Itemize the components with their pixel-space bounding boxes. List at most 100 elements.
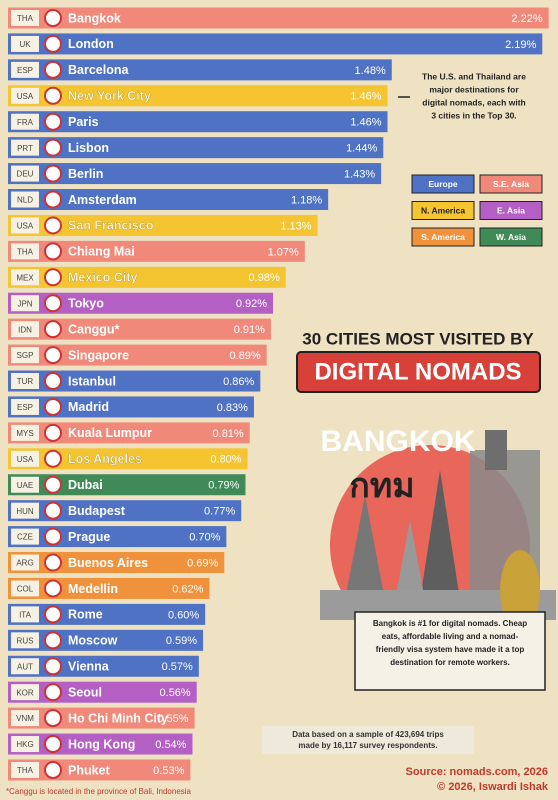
credit: © 2026, Iswardi Ishak: [437, 781, 549, 793]
country-code: CZE: [17, 533, 33, 542]
city-label: Moscow: [68, 634, 118, 648]
flag: [44, 760, 62, 779]
country-code-box: [11, 398, 39, 415]
country-code-box: [11, 632, 39, 649]
country-code: JPN: [17, 299, 32, 308]
flag: [44, 34, 62, 53]
value-label: 0.83%: [217, 402, 248, 414]
country-code-box: [11, 736, 39, 753]
note-box: [262, 726, 474, 754]
city-label: San Francisco: [68, 219, 154, 233]
bar: [8, 85, 388, 107]
value-label: 0.91%: [234, 324, 265, 336]
bar: [8, 344, 267, 366]
value-label: 0.55%: [157, 713, 188, 725]
flag: [44, 60, 62, 79]
country-code: ARG: [16, 559, 33, 568]
country-code-box: [11, 61, 39, 78]
country-code-box: [11, 87, 39, 104]
bar: [8, 526, 227, 548]
feature-text-box: [354, 611, 546, 691]
value-label: 0.86%: [223, 376, 254, 388]
annotation: 3 cities in the Top 30.: [431, 110, 516, 120]
subtitle-box: [296, 351, 541, 393]
flag: [44, 423, 62, 442]
country-code: SGP: [17, 351, 34, 360]
legend-swatch: [411, 227, 475, 247]
legend-swatch: [479, 174, 543, 194]
city-label: Seoul: [68, 685, 102, 699]
flag: [44, 449, 62, 468]
country-code: USA: [17, 455, 34, 464]
city-label: Mexico City: [68, 271, 138, 285]
country-code-box: [11, 113, 39, 130]
legend-label: S. America: [421, 232, 465, 242]
bar: [8, 266, 286, 288]
flag: [44, 372, 62, 391]
bar: [8, 500, 242, 522]
city-label: Phuket: [68, 763, 111, 777]
city-label: Medellin: [68, 582, 118, 596]
country-code: UAE: [17, 481, 33, 490]
city-label: Rome: [68, 608, 103, 622]
note: made by 16,117 survey respondents.: [298, 741, 437, 750]
country-code-box: [11, 10, 39, 26]
bar: [8, 7, 549, 29]
country-code: HKG: [16, 740, 33, 749]
flag: [44, 164, 62, 183]
feature-title: BANGKOK: [321, 425, 476, 458]
source: Source: nomads.com, 2026: [406, 766, 548, 778]
feature-text: Bangkok is #1 for digital nomads. Cheap: [373, 619, 527, 628]
flag: [44, 709, 62, 728]
country-code-box: [11, 684, 39, 701]
flag: [44, 605, 62, 624]
legend-swatch: [479, 227, 543, 247]
value-label: 0.79%: [208, 480, 239, 492]
country-code: THA: [17, 247, 34, 256]
flag: [44, 112, 62, 131]
value-label: 2.19%: [505, 39, 536, 51]
legend-label: Europe: [428, 179, 458, 189]
bar: [8, 552, 225, 574]
value-label: 0.57%: [162, 661, 193, 673]
country-code: AUT: [17, 662, 33, 671]
value-label: 0.59%: [166, 635, 197, 647]
value-label: 0.98%: [249, 272, 280, 284]
chart-title: 30 CITIES MOST VISITED BY: [302, 329, 534, 348]
country-code: MEX: [16, 273, 34, 282]
flag: [44, 683, 62, 702]
city-label: Hong Kong: [68, 737, 135, 751]
country-code: IDN: [18, 325, 32, 334]
city-label: Berlin: [68, 167, 103, 181]
legend-label: N. America: [421, 205, 465, 215]
value-label: 0.54%: [155, 739, 186, 751]
country-code: THA: [17, 766, 34, 775]
country-code: KOR: [16, 688, 34, 697]
bar: [8, 474, 246, 496]
value-label: 1.46%: [350, 91, 381, 103]
value-label: 0.53%: [153, 765, 184, 777]
flag: [44, 86, 62, 105]
city-label: Ho Chi Minh City: [68, 711, 168, 725]
country-code-box: [11, 450, 39, 467]
country-code-box: [11, 321, 39, 338]
flag: [44, 190, 62, 209]
bar: [8, 59, 392, 81]
country-code-box: [11, 295, 39, 312]
flag: [44, 320, 62, 339]
flag: [44, 527, 62, 546]
legend-swatch: [411, 174, 475, 194]
annotation: major destinations for: [429, 84, 519, 94]
bar: [8, 137, 384, 159]
legend-swatch: [479, 201, 543, 220]
bar: [8, 292, 274, 314]
bar: [8, 214, 318, 236]
city-label: Buenos Aires: [68, 556, 148, 570]
country-code-box: [11, 139, 39, 156]
country-code-box: [11, 373, 39, 390]
country-code: FRA: [17, 118, 34, 127]
legend-label: E. Asia: [497, 205, 525, 215]
country-code-box: [11, 658, 39, 675]
flag: [44, 501, 62, 520]
city-label: Vienna: [68, 660, 110, 674]
